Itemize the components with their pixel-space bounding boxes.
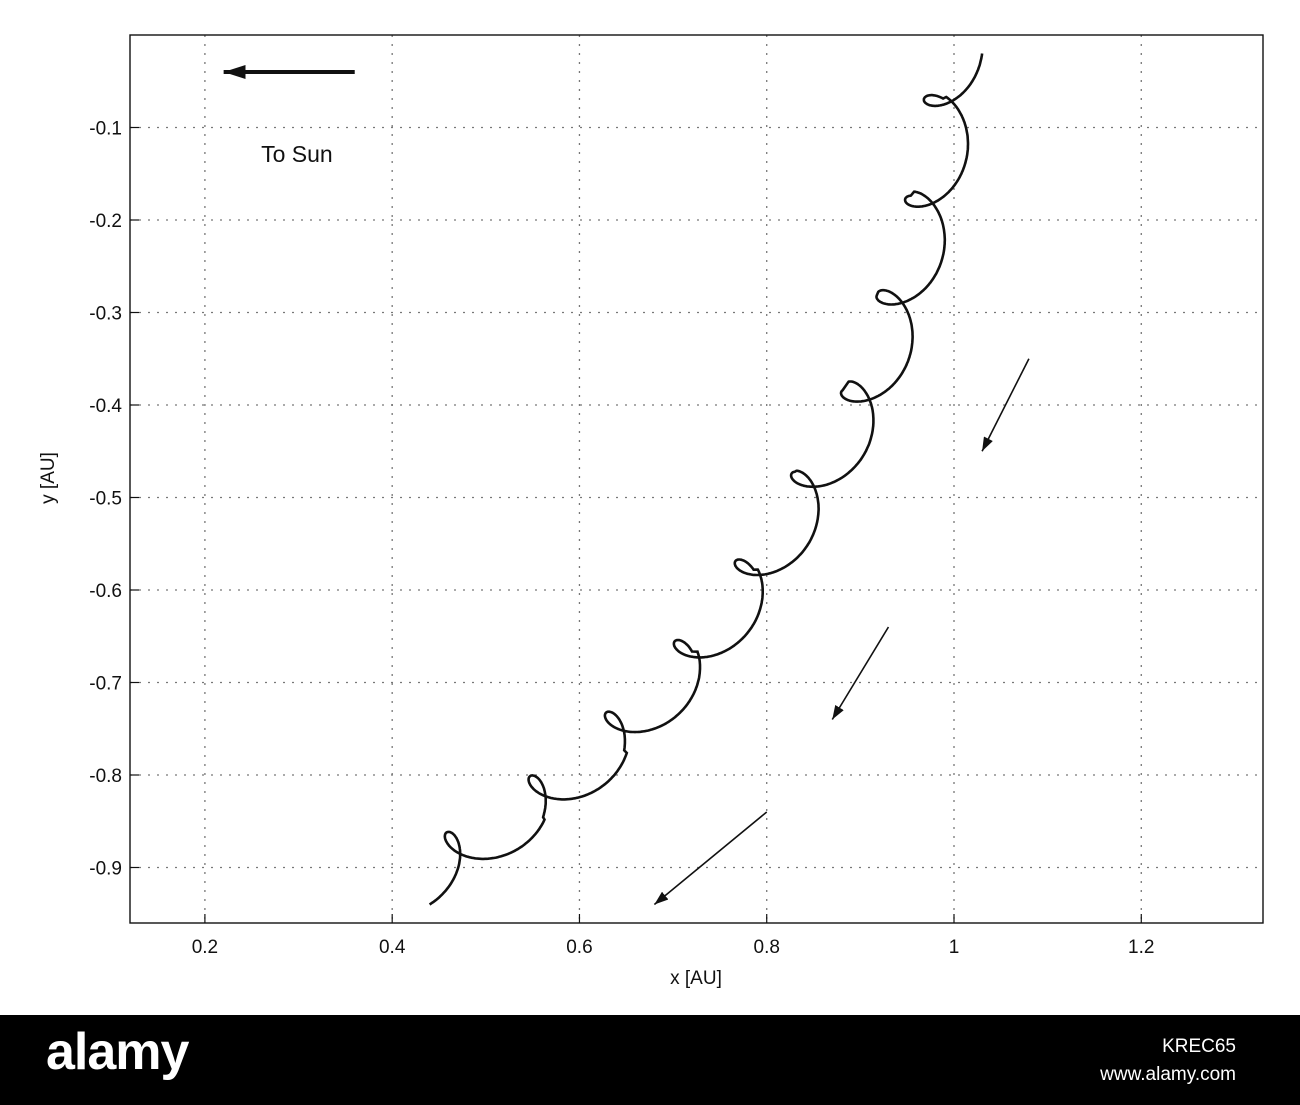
- y-tick-label: -0.8: [89, 766, 122, 787]
- x-tick-label: 0.2: [192, 937, 218, 958]
- y-tick-label: -0.2: [89, 211, 122, 232]
- x-tick-label: 1.2: [1128, 937, 1154, 958]
- x-tick-label: 0.4: [379, 937, 406, 958]
- watermark-image-id: KREC65: [1162, 1036, 1236, 1057]
- watermark-bar: [0, 1015, 1300, 1105]
- motion-arrow: [831, 626, 890, 720]
- watermark-logo: alamy: [46, 1023, 189, 1081]
- y-tick-label: -0.5: [89, 489, 122, 510]
- x-axis-label: x [AU]: [670, 968, 722, 989]
- x-tick-label: 0.6: [566, 937, 592, 958]
- ticks: 0.2 0.4 0.6 0.8 1 1.2 -0.1 -0.2 -0.3 -0.4 -0.5 -0.6…: [89, 119, 1154, 959]
- axes-frame: [129, 34, 1264, 924]
- motion-arrow: [981, 358, 1030, 452]
- x-tick-label: 1: [949, 937, 960, 958]
- annotations: To Sun: [223, 65, 1030, 906]
- motion-arrow: [653, 811, 768, 906]
- y-tick-label: -0.9: [89, 859, 122, 880]
- trajectory-curve: [428, 53, 984, 906]
- watermark-url: www.alamy.com: [1100, 1064, 1236, 1085]
- y-tick-label: -0.1: [89, 119, 122, 140]
- y-tick-label: -0.3: [89, 304, 122, 325]
- to-sun-label: To Sun: [261, 141, 333, 167]
- grid: [130, 35, 1263, 923]
- y-tick-label: -0.4: [89, 396, 122, 417]
- trajectory-series: [428, 53, 984, 906]
- y-tick-label: -0.7: [89, 674, 122, 695]
- trajectory-plot: 0.2 0.4 0.6 0.8 1 1.2 -0.1 -0.2 -0.3 -0.4 -0.5 -0.6…: [38, 34, 1264, 989]
- y-tick-label: -0.6: [89, 581, 122, 602]
- x-tick-label: 0.8: [754, 937, 780, 958]
- y-axis-label: y [AU]: [38, 452, 59, 504]
